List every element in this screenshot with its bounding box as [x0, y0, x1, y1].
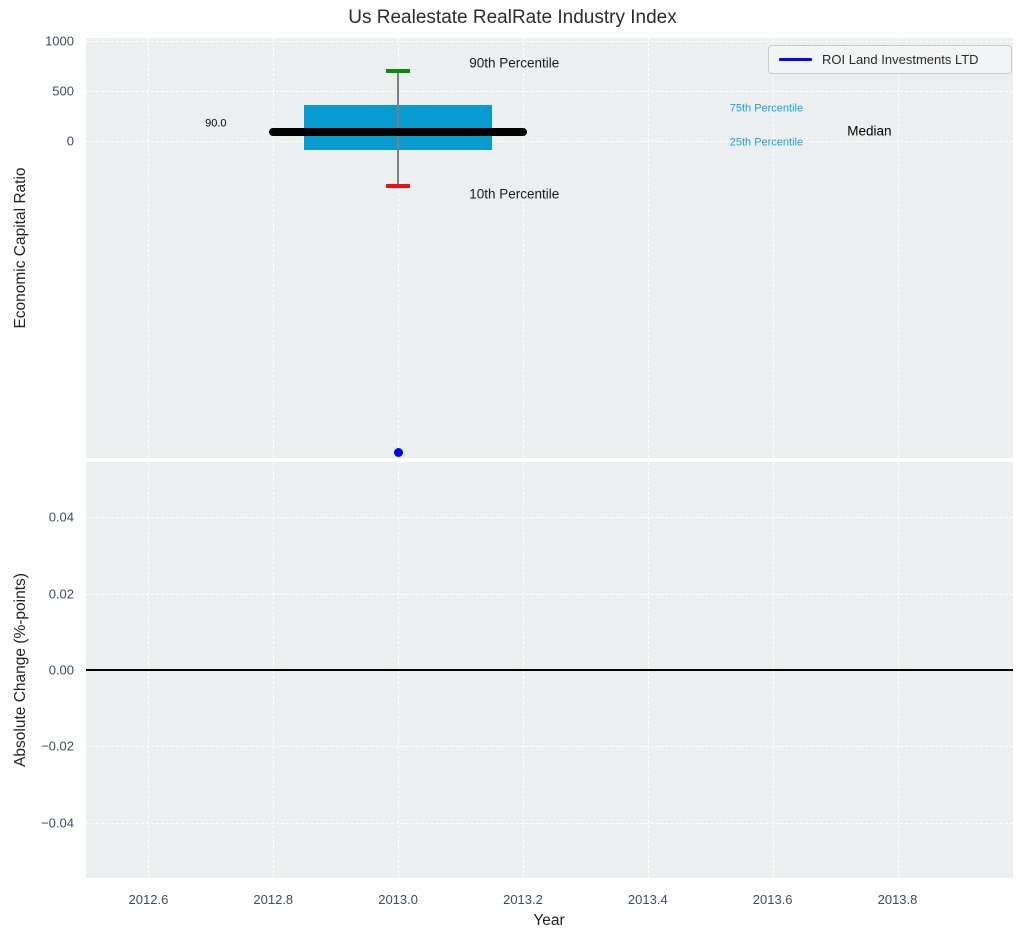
- x-tick-label: 2013.0: [378, 892, 418, 907]
- y-tick-label: 0.02: [48, 586, 74, 602]
- gridline-vertical: [148, 38, 150, 458]
- legend-line-icon: [779, 58, 812, 61]
- gridline-horizontal: [86, 517, 1013, 519]
- y-tick-label: 500: [52, 83, 74, 99]
- gridline-horizontal: [86, 41, 1013, 42]
- chart-title: Us Realestate RealRate Industry Index: [348, 7, 677, 28]
- annotation-p90-label: 90th Percentile: [469, 55, 560, 71]
- y-tick-label: −0.02: [41, 738, 74, 754]
- x-axis-label: Year: [533, 912, 565, 929]
- x-tick-label: 2013.4: [627, 892, 668, 907]
- y-tick-label: 1000: [45, 33, 74, 49]
- gridline-vertical: [772, 38, 774, 458]
- gridline-horizontal: [86, 822, 1013, 824]
- x-tick-label: 2012.6: [128, 892, 169, 907]
- p90-whisker-cap: [386, 69, 410, 73]
- legend: ROI Land Investments LTD: [768, 45, 1012, 74]
- x-tick-label: 2012.8: [253, 892, 294, 907]
- gridline-vertical: [897, 38, 899, 458]
- bottom-axes-absolute-change: [86, 462, 1013, 878]
- median-line: [268, 127, 528, 137]
- x-tick-label: 2013.6: [752, 892, 793, 907]
- gridline-horizontal: [86, 91, 1013, 92]
- x-tick-label: 2013.8: [877, 892, 918, 907]
- annotation-p75-label: 75th Percentile: [729, 102, 804, 115]
- gridline-vertical: [647, 38, 649, 458]
- y-axis-label-top: Economic Capital Ratio: [12, 167, 29, 329]
- company-data-point: [393, 448, 403, 457]
- zero-line: [86, 669, 1013, 671]
- annotation-p10-label: 10th Percentile: [469, 186, 560, 202]
- y-tick-label: 0.00: [48, 662, 74, 678]
- top-axes-economic-capital-ratio: [86, 38, 1013, 458]
- annotation-median-value-label: 90.0: [205, 117, 227, 130]
- gridline-vertical: [273, 38, 275, 458]
- gridline-horizontal: [86, 746, 1013, 748]
- y-tick-label: 0.04: [48, 509, 74, 525]
- gridline-horizontal: [86, 593, 1013, 595]
- annotation-p25-label: 25th Percentile: [729, 136, 804, 149]
- p10-whisker-cap: [386, 184, 410, 188]
- gridline-vertical: [522, 38, 524, 458]
- gridline-horizontal: [86, 141, 1013, 142]
- y-tick-label: −0.04: [41, 815, 74, 831]
- x-tick-label: 2013.2: [503, 892, 543, 907]
- y-tick-label: 0: [66, 133, 74, 149]
- annotation-median-label: Median: [847, 123, 892, 139]
- legend-label: ROI Land Investments LTD: [822, 52, 979, 67]
